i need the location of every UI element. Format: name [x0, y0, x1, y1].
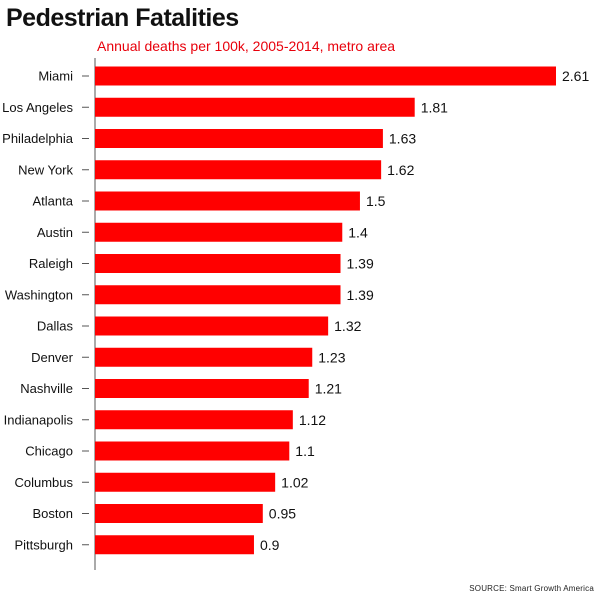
value-label: 0.9	[260, 537, 280, 553]
category-label: Denver	[31, 350, 74, 365]
bar	[95, 347, 313, 367]
source-note: SOURCE: Smart Growth America	[469, 584, 594, 593]
bar	[95, 535, 254, 555]
category-label: Nashville	[20, 381, 73, 396]
value-label: 1.39	[347, 287, 374, 303]
value-label: 1.32	[334, 318, 361, 334]
value-label: 1.02	[281, 474, 308, 490]
value-label: 1.63	[389, 131, 416, 147]
category-label: Pittsburgh	[14, 537, 73, 552]
value-label: 1.5	[366, 193, 386, 209]
category-label: Chicago	[25, 444, 73, 459]
bar	[95, 254, 341, 273]
value-label: 1.12	[299, 412, 326, 428]
category-label: Philadelphia	[2, 131, 74, 146]
bar	[95, 441, 290, 461]
category-label: Washington	[5, 287, 73, 302]
category-label: Austin	[37, 225, 73, 240]
category-label: New York	[18, 162, 73, 177]
category-label: Raleigh	[29, 256, 73, 271]
bar	[95, 160, 382, 180]
category-label: Indianapolis	[4, 412, 74, 427]
bars-group: Miami 2.61 Los Angeles 1.81 Philadelphia 1.63…	[2, 66, 589, 555]
bar	[95, 222, 343, 242]
category-label: Boston	[33, 506, 73, 521]
category-label: Los Angeles	[2, 100, 73, 115]
value-label: 1.23	[318, 349, 345, 365]
value-label: 1.81	[421, 99, 448, 115]
bar	[95, 504, 263, 523]
category-label: Columbus	[14, 475, 73, 490]
bar	[95, 316, 329, 336]
category-label: Dallas	[37, 319, 74, 334]
bar	[95, 410, 293, 430]
chart-title: Pedestrian Fatalities	[6, 4, 239, 32]
value-label: 1.21	[315, 381, 342, 397]
bar	[95, 379, 309, 398]
value-label: 1.4	[348, 224, 368, 240]
value-label: 1.62	[387, 162, 414, 178]
bar	[95, 97, 415, 117]
category-label: Miami	[38, 69, 73, 84]
bar	[95, 66, 556, 86]
bar	[95, 472, 276, 492]
bar	[95, 129, 383, 148]
chart-subtitle: Annual deaths per 100k, 2005-2014, metro…	[97, 38, 396, 54]
bar	[95, 285, 341, 305]
category-label: Atlanta	[33, 194, 74, 209]
value-label: 1.1	[295, 443, 315, 459]
value-label: 2.61	[562, 68, 589, 84]
bar	[95, 191, 360, 211]
value-label: 1.39	[347, 256, 374, 272]
value-label: 0.95	[269, 506, 296, 522]
